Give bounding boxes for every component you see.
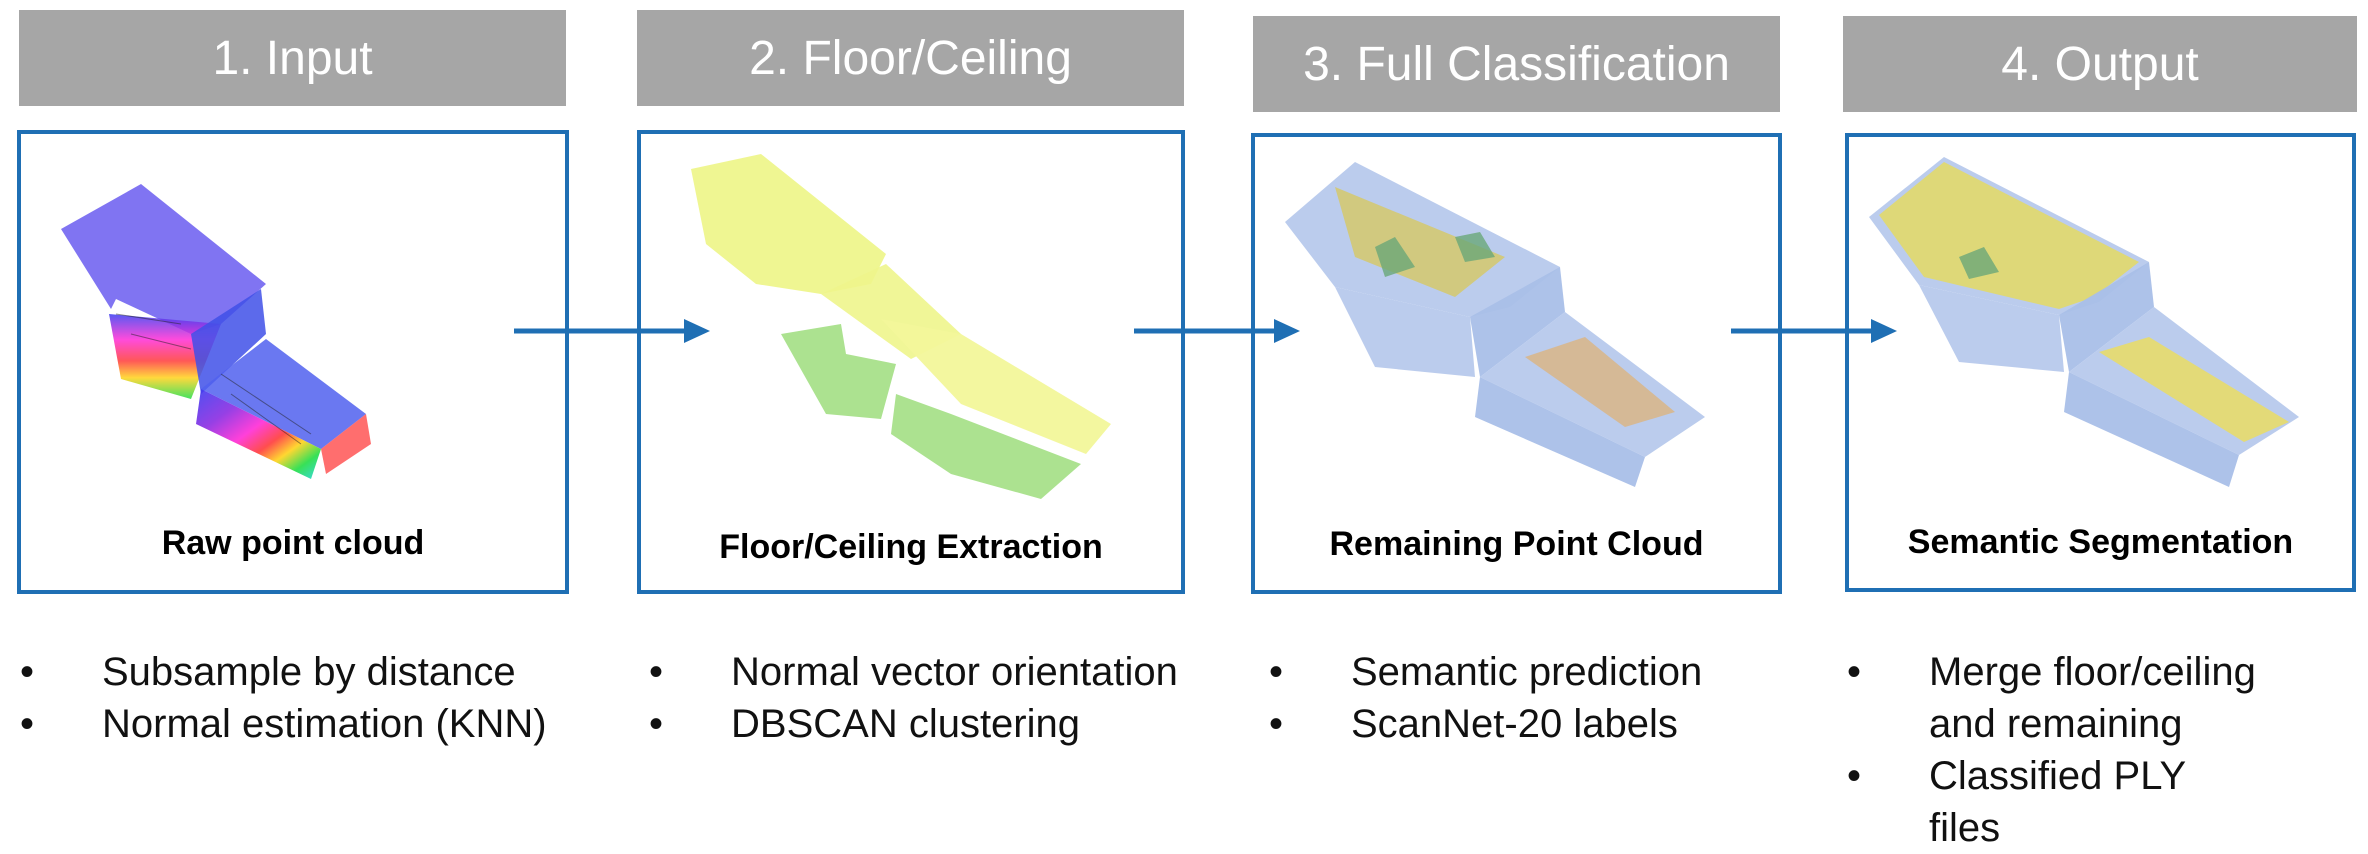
stage-2-caption: Floor/Ceiling Extraction [719, 528, 1103, 566]
bullet-item: DBSCAN clustering [649, 698, 1178, 750]
arrow-2-to-3-icon [1134, 319, 1300, 343]
bullet-item: Merge floor/ceiling and remaining [1847, 646, 2267, 750]
stage-2-panel: Floor/Ceiling Extraction [637, 130, 1185, 594]
semantic-segmentation-image [1869, 157, 2299, 487]
bullet-item: Classified PLY files [1847, 750, 2267, 854]
raw-point-cloud-image [61, 184, 371, 479]
stage-3-panel: Remaining Point Cloud [1251, 133, 1782, 594]
stage-4-panel: Semantic Segmentation [1845, 133, 2356, 592]
stage-1-bullets: Subsample by distance Normal estimation … [20, 646, 547, 750]
bullet-item: Normal estimation (KNN) [20, 698, 547, 750]
bullet-item: Subsample by distance [20, 646, 547, 698]
stage-1-header: 1. Input [19, 10, 566, 106]
bullet-item: Normal vector orientation [649, 646, 1178, 698]
stage-3-caption: Remaining Point Cloud [1329, 525, 1704, 563]
stage-4-caption: Semantic Segmentation [1907, 523, 2294, 561]
arrow-1-to-2-icon [514, 319, 710, 343]
stage-1-panel: Raw point cloud [17, 130, 569, 594]
stage-2-bullets: Normal vector orientation DBSCAN cluster… [649, 646, 1178, 750]
stage-1-caption: Raw point cloud [161, 524, 425, 562]
remaining-point-cloud-image [1285, 162, 1705, 487]
arrow-3-to-4-icon [1731, 319, 1897, 343]
stage-3-bullets: Semantic prediction ScanNet-20 labels [1269, 646, 1702, 750]
bullet-item: Semantic prediction [1269, 646, 1702, 698]
stage-2-header: 2. Floor/Ceiling [637, 10, 1184, 106]
stage-3-header: 3. Full Classification [1253, 16, 1780, 112]
floor-ceiling-point-cloud-image [691, 154, 1111, 499]
stage-4-bullets: Merge floor/ceiling and remaining Classi… [1847, 646, 2267, 854]
bullet-item: ScanNet-20 labels [1269, 698, 1702, 750]
stage-4-header: 4. Output [1843, 16, 2357, 112]
